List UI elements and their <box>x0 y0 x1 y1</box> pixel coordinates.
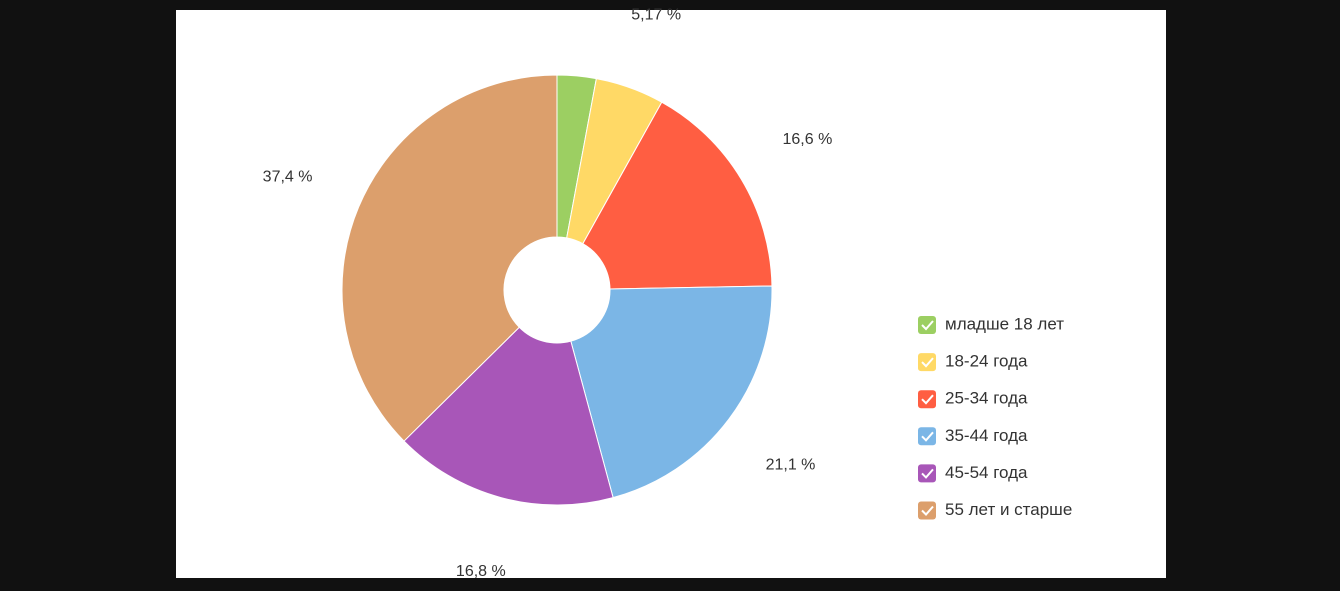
legend-label: 25-34 года <box>945 389 1028 408</box>
legend-checkbox <box>918 464 936 483</box>
legend-checkbox <box>918 316 936 334</box>
check-icon <box>921 357 934 368</box>
check-icon <box>921 320 934 331</box>
legend-item[interactable]: 25-34 года <box>918 389 1028 409</box>
legend-item[interactable]: младше 18 лет <box>918 314 1064 334</box>
data-label: 37,4 % <box>263 169 313 186</box>
legend-item[interactable]: 18-24 года <box>918 352 1028 372</box>
legend-label: 35-44 года <box>945 426 1028 445</box>
data-label: 5,17 % <box>631 7 681 24</box>
donut-slice <box>582 101 773 290</box>
data-label: 16,8 % <box>456 563 506 580</box>
data-label: 16,6 % <box>782 131 832 148</box>
check-icon <box>921 431 934 442</box>
legend-checkbox <box>918 353 936 372</box>
legend-label: 55 лет и старше <box>945 500 1072 519</box>
legend-checkbox <box>918 390 936 409</box>
check-icon <box>921 505 934 516</box>
check-icon <box>921 468 934 479</box>
donut-slice <box>570 285 773 499</box>
legend-item[interactable]: 45-54 года <box>918 463 1028 483</box>
legend-checkbox <box>918 501 936 520</box>
legend-item[interactable]: 55 лет и старше <box>918 500 1072 520</box>
legend-item[interactable]: 35-44 года <box>918 426 1028 446</box>
legend-label: 45-54 года <box>945 463 1028 482</box>
legend-label: 18-24 года <box>945 352 1028 371</box>
data-label: 21,1 % <box>766 457 816 474</box>
donut-slice <box>341 74 558 442</box>
legend-checkbox <box>918 427 936 446</box>
donut-slice <box>403 326 614 506</box>
check-icon <box>921 394 934 405</box>
legend-label: младше 18 лет <box>945 314 1064 333</box>
